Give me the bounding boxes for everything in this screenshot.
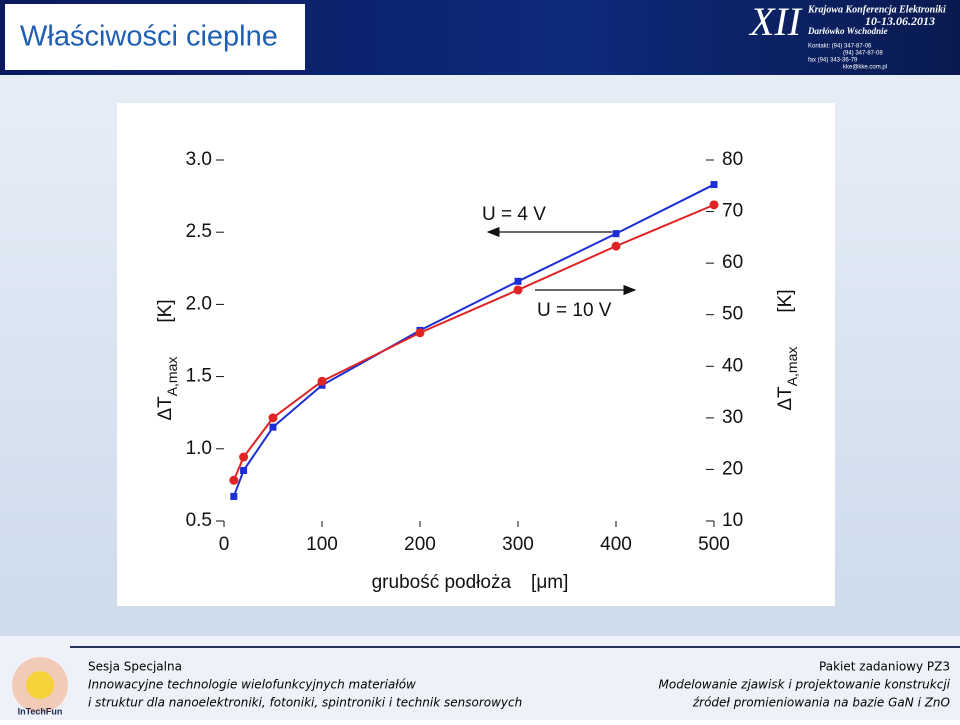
x-tick-label: 300 [502,534,534,555]
y-axis-label-unit: [K] [155,299,176,322]
y2-axis-label-sub: A,max [784,347,800,387]
y-axis-label-symbol: ΔT [155,396,176,421]
y2-tick-label: 70 [722,201,743,222]
y2-axis-label-unit: [K] [775,289,796,312]
data-point [514,277,522,285]
conference-place: Darłówko Wschodnie [807,26,888,36]
y2-tick-label: 10 [722,510,743,531]
data-point [611,241,621,251]
footer-text: Sesja Specjalna [88,660,182,674]
x-axis-label-unit: [μm] [531,572,568,593]
contact: kke@kke.com.pl [843,65,887,71]
conference-number: XII [748,0,803,44]
conference-name: Krajowa Konferencja Elektroniki [807,4,946,15]
footer-text: źródeł promieniowania na bazie GaN i ZnO [692,696,950,710]
logo-icon [26,671,54,699]
x-tick-label: 500 [698,534,730,555]
contact: Kontakt: (94) 347-87-06 [808,44,872,50]
title-box [5,4,305,70]
series-line [232,203,715,481]
data-point [612,230,620,238]
y-tick-label: 3.0 [186,149,212,170]
contact: fax (94) 343-36-79 [808,58,858,64]
data-point [240,466,248,474]
data-point [710,181,718,189]
data-point [229,475,239,485]
data-point [268,413,278,423]
x-tick-label: 0 [219,534,230,555]
footer-text: Modelowanie zjawisk i projektowanie kons… [659,678,951,692]
y-tick-label: 0.5 [186,510,212,531]
data-point [709,200,719,210]
data-point [317,376,327,386]
y2-tick-label: 30 [722,407,743,428]
y2-tick-label: 60 [722,252,743,273]
chart: 0.5 1.0 1.5 2.0 2.5 3.0 10 20 30 40 50 60 70 80 0 100 20… [155,149,800,593]
footer [0,636,960,720]
x-axis-label-text: grubość podłoża [372,572,512,593]
y-tick-label: 1.5 [186,366,212,387]
footer-text: Innowacyjne technologie wielofunkcyjnych… [88,678,416,692]
y2-tick-label: 50 [722,304,743,325]
data-point [415,328,425,338]
y-axis-label: ΔTA,max [K] [155,299,180,420]
data-point [239,452,249,462]
y-tick-label: 2.5 [186,221,212,242]
y-tick-label: 2.0 [186,293,212,314]
footer-text: Pakiet zadaniowy PZ3 [819,660,950,674]
x-axis-label: grubość podłoża [μm] [372,572,569,593]
annotation: U = 10 V [537,300,612,321]
contact: (94) 347-87-08 [843,51,883,57]
y-tick-label: 1.0 [186,438,212,459]
data-point [269,423,277,431]
y2-tick-label: 40 [722,355,743,376]
y2-tick-label: 80 [722,149,743,170]
annotation: U = 4 V [482,204,546,225]
slide-title: Właściwości cieplne [20,21,278,53]
y-axis-label-sub: A,max [164,357,180,397]
footer-text: i struktur dla nanoelektroniki, fotoniki… [88,696,522,710]
x-tick-label: 400 [600,534,632,555]
logo-text: InTechFun [18,706,63,716]
data-point [513,285,523,295]
x-tick-label: 100 [306,534,338,555]
y2-tick-label: 20 [722,458,743,479]
y2-axis-label-symbol: ΔT [775,386,796,411]
data-point [230,492,238,500]
x-tick-label: 200 [404,534,436,555]
y2-axis-label: ΔTA,max [K] [775,289,800,410]
conference-dates: 10-13.06.2013 [865,14,935,28]
